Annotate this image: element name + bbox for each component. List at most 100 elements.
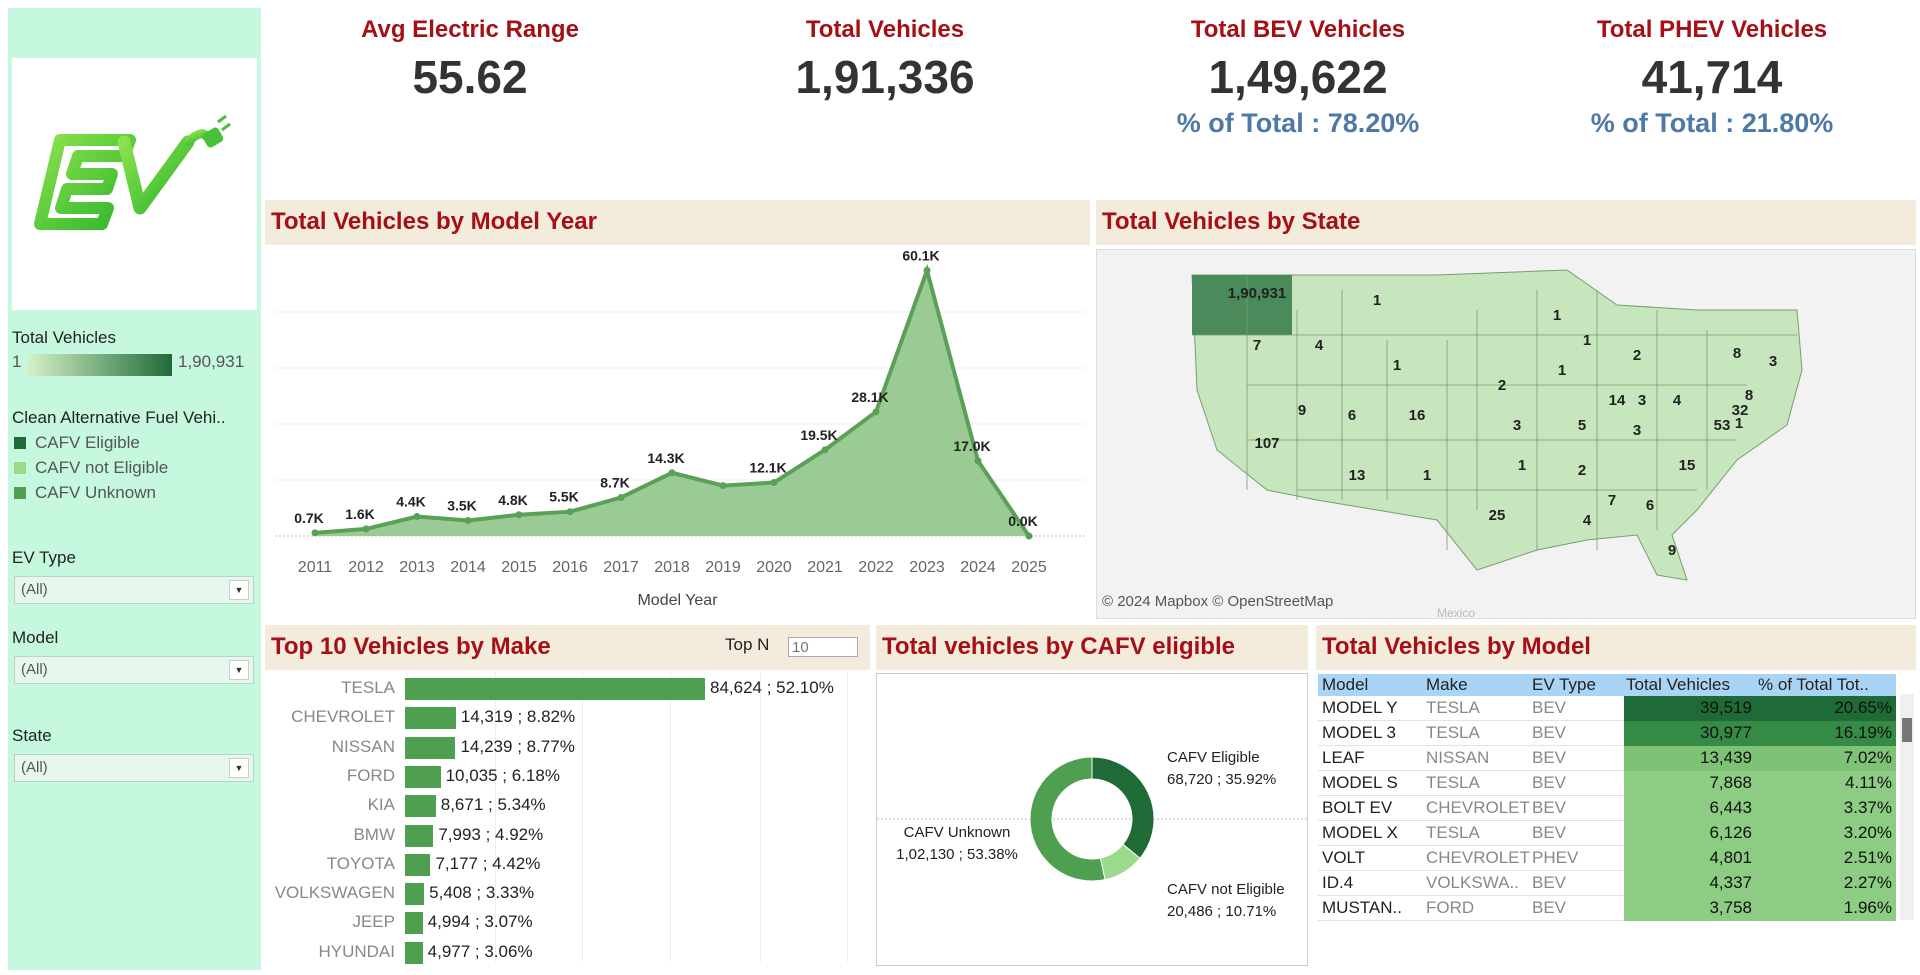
gridline xyxy=(847,672,848,962)
state-value-fl[interactable]: 9 xyxy=(1668,542,1676,559)
map-attribution[interactable]: © 2024 Mapbox © OpenStreetMap xyxy=(1102,593,1334,610)
data-point[interactable] xyxy=(821,446,829,454)
make-bar[interactable] xyxy=(405,736,456,759)
state-value-in[interactable]: 3 xyxy=(1638,392,1646,409)
state-value-ne[interactable]: 2 xyxy=(1498,377,1506,394)
state-value-wi[interactable]: 1 xyxy=(1583,332,1591,349)
state-value-ok[interactable]: 1 xyxy=(1518,457,1526,474)
make-bar[interactable] xyxy=(405,941,423,964)
cell-total: 3,758 xyxy=(1709,898,1752,917)
chevron-down-icon[interactable]: ▼ xyxy=(229,758,249,778)
state-value-ks[interactable]: 3 xyxy=(1513,417,1521,434)
state-value-mi[interactable]: 2 xyxy=(1633,347,1641,364)
ev-type-dropdown[interactable]: (All) ▼ xyxy=(14,576,254,604)
data-point[interactable] xyxy=(872,408,880,416)
chevron-down-icon[interactable]: ▼ xyxy=(229,660,249,680)
make-bar[interactable] xyxy=(405,883,425,906)
x-tick-label: 2021 xyxy=(807,559,843,576)
make-label: FORD xyxy=(346,765,395,785)
row-shade xyxy=(1624,871,1896,896)
make-bar[interactable] xyxy=(405,824,434,847)
state-value-ms[interactable]: 7 xyxy=(1608,492,1616,509)
cell-ev-type: BEV xyxy=(1532,898,1567,917)
legend-item-cafv-eligible[interactable]: CAFV Eligible xyxy=(14,433,140,453)
legend-item-cafv-unknown[interactable]: CAFV Unknown xyxy=(14,483,156,503)
data-label: 0.7K xyxy=(294,510,324,526)
data-point[interactable] xyxy=(464,517,472,525)
state-value-mt[interactable]: 1 xyxy=(1373,292,1381,309)
data-point[interactable] xyxy=(770,479,778,487)
column-header[interactable]: Make xyxy=(1426,675,1468,694)
state-value-oh[interactable]: 4 xyxy=(1673,392,1682,409)
data-label: 1.6K xyxy=(345,506,375,522)
state-value-co[interactable]: 16 xyxy=(1409,407,1426,424)
state-value-ut[interactable]: 6 xyxy=(1348,407,1356,424)
state-value-wy[interactable]: 1 xyxy=(1393,357,1401,374)
state-value-tx[interactable]: 25 xyxy=(1489,507,1506,524)
state-value-al[interactable]: 6 xyxy=(1646,497,1654,514)
column-header[interactable]: Model xyxy=(1322,675,1369,694)
cell-total: 7,868 xyxy=(1709,773,1752,792)
row-shade xyxy=(1624,746,1896,771)
state-value-ca[interactable]: 107 xyxy=(1254,435,1279,452)
make-bar[interactable] xyxy=(405,912,423,935)
make-bar[interactable] xyxy=(405,853,431,876)
table-header-row xyxy=(1318,674,1896,696)
topn-input[interactable] xyxy=(788,637,858,657)
state-value-mn[interactable]: 1 xyxy=(1553,307,1561,324)
state-shape-wa[interactable] xyxy=(1192,275,1292,335)
column-header[interactable]: EV Type xyxy=(1532,675,1596,694)
data-point[interactable] xyxy=(923,266,931,274)
make-bar[interactable] xyxy=(405,678,705,700)
state-value-nc[interactable]: 15 xyxy=(1679,457,1696,474)
data-point[interactable] xyxy=(566,508,574,516)
state-value-md[interactable]: 32 xyxy=(1732,402,1749,419)
state-value-la[interactable]: 4 xyxy=(1583,512,1592,529)
row-divider xyxy=(1318,745,1624,746)
donut-slice[interactable] xyxy=(1029,756,1106,882)
state-value-ma[interactable]: 3 xyxy=(1769,353,1777,370)
data-point[interactable] xyxy=(311,529,319,537)
state-value-wa[interactable]: 1,90,931 xyxy=(1228,285,1286,302)
model-dropdown[interactable]: (All) ▼ xyxy=(14,656,254,684)
legend-item-cafv-not-eligible[interactable]: CAFV not Eligible xyxy=(14,458,168,478)
state-value-ky[interactable]: 3 xyxy=(1633,422,1641,439)
state-value-il[interactable]: 14 xyxy=(1609,392,1626,409)
x-tick-label: 2012 xyxy=(348,559,384,576)
data-point[interactable] xyxy=(719,482,727,490)
cell-ev-type: BEV xyxy=(1532,773,1567,792)
data-point[interactable] xyxy=(974,457,982,465)
column-header[interactable]: Total Vehicles xyxy=(1626,675,1730,694)
state-map[interactable]: 1,90,931 7 107 9 4 1 1 6 16 13 1 2 3 1 25 1 1 5 2 4 1 14 2 3 4 3 7… xyxy=(1096,249,1916,619)
state-value-nm[interactable]: 1 xyxy=(1423,467,1431,484)
make-bar[interactable] xyxy=(405,765,441,788)
filter-label-model: Model xyxy=(12,628,59,647)
state-value-nv[interactable]: 9 xyxy=(1298,402,1306,419)
state-value-ia[interactable]: 1 xyxy=(1558,362,1566,379)
state-value-de[interactable]: 1 xyxy=(1735,415,1743,432)
make-bar[interactable] xyxy=(405,707,456,730)
data-point[interactable] xyxy=(617,494,625,502)
column-header[interactable]: % of Total Tot.. xyxy=(1758,675,1869,694)
data-point[interactable] xyxy=(515,511,523,519)
state-value-nj[interactable]: 8 xyxy=(1745,387,1753,404)
data-point[interactable] xyxy=(362,525,370,533)
donut-slice[interactable] xyxy=(1091,756,1155,859)
chevron-down-icon[interactable]: ▼ xyxy=(229,580,249,600)
state-value-or[interactable]: 7 xyxy=(1253,337,1261,354)
state-value-az[interactable]: 13 xyxy=(1349,467,1366,484)
state-value-ar[interactable]: 2 xyxy=(1578,462,1586,479)
scrollbar-thumb[interactable] xyxy=(1902,718,1912,742)
state-value-va[interactable]: 53 xyxy=(1714,417,1731,434)
state-value-mo[interactable]: 5 xyxy=(1578,417,1586,434)
make-bar[interactable] xyxy=(405,795,436,818)
state-dropdown[interactable]: (All) ▼ xyxy=(14,754,254,782)
us-land xyxy=(1191,269,1803,581)
data-point[interactable] xyxy=(668,469,676,477)
state-value-ny[interactable]: 8 xyxy=(1733,345,1741,362)
data-point[interactable] xyxy=(1025,532,1033,540)
state-value-id[interactable]: 4 xyxy=(1315,337,1324,354)
table-scrollbar[interactable] xyxy=(1900,694,1914,920)
data-point[interactable] xyxy=(413,513,421,521)
